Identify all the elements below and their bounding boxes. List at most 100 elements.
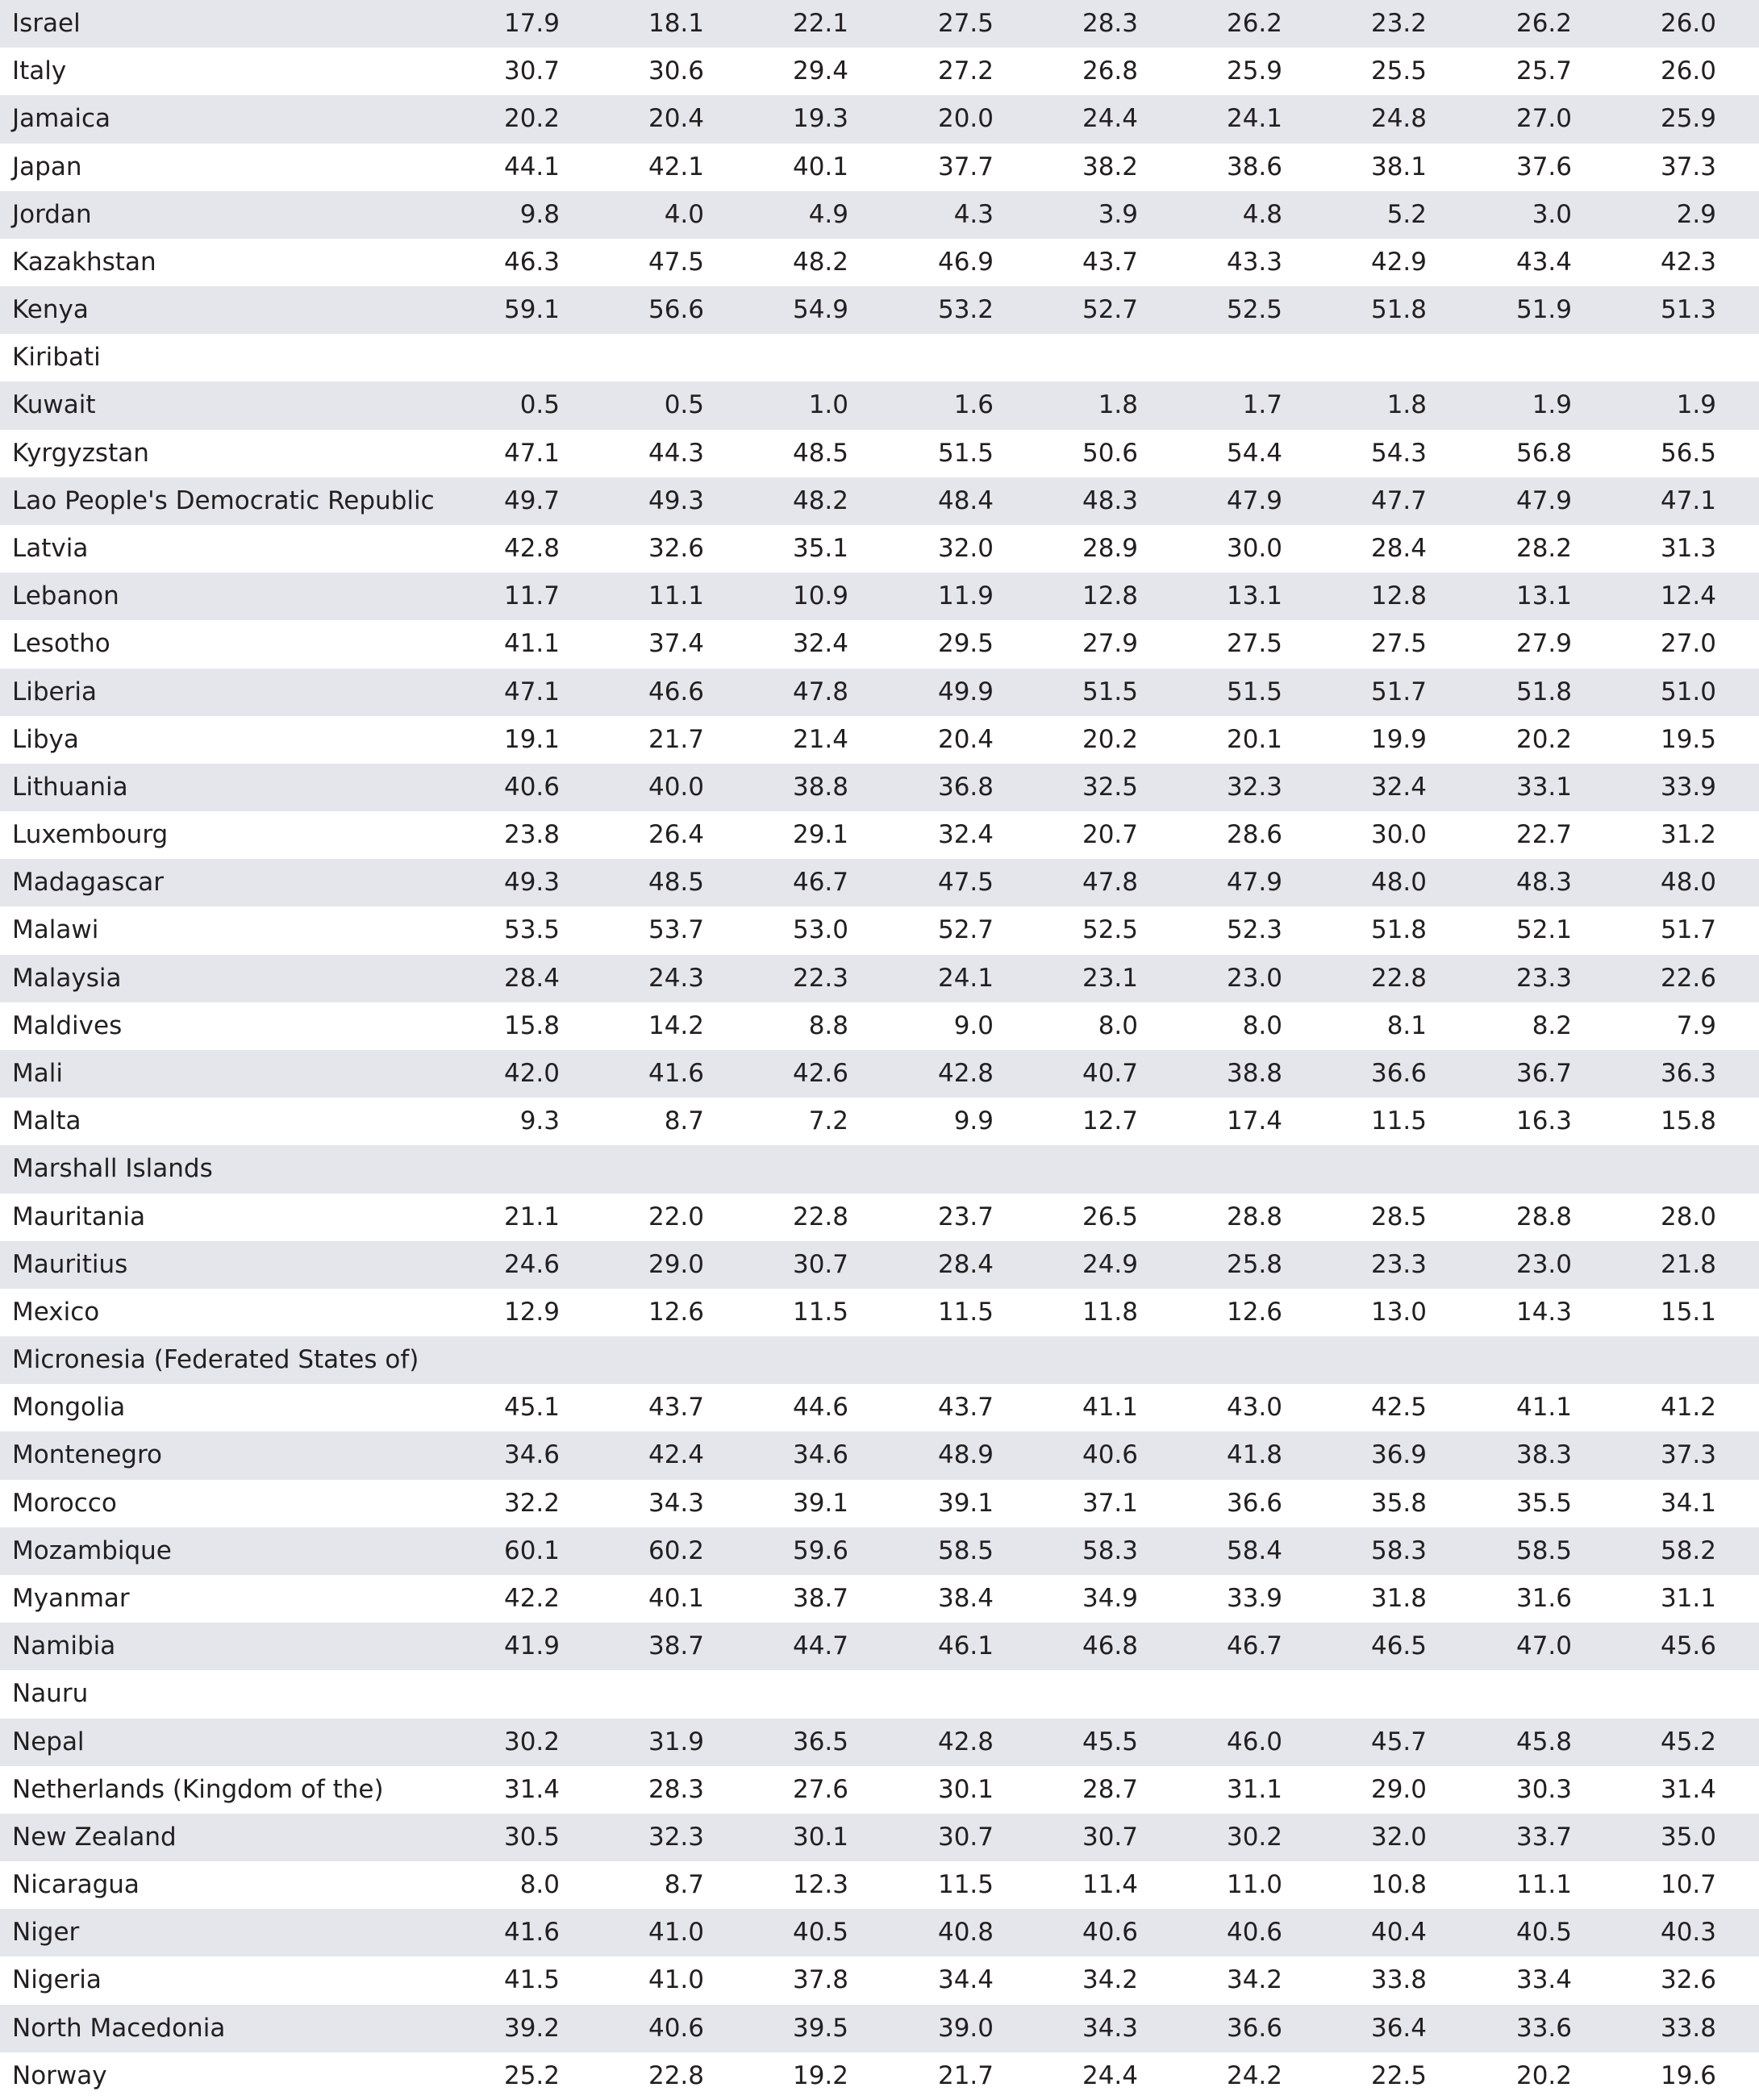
table-row: Malaysia 28.4 24.3 22.3 24.1 23.1 23.0 22.8 23.3… [0, 954, 1759, 1002]
value-cell: 46.3 [503, 247, 560, 277]
value-cell: 22.0 [648, 1202, 704, 1231]
value-cell: 1.9 [1676, 390, 1716, 420]
value-cell: 11.0 [1226, 1870, 1282, 1900]
value-cell: 35.1 [792, 534, 848, 563]
value-cell: 53.2 [937, 295, 994, 325]
value-cell: 27.5 [1226, 629, 1282, 659]
table-row: Mauritius 24.6 29.0 30.7 28.4 24.9 25.8 23.3 23.… [0, 1240, 1759, 1289]
value-cell: 42.1 [648, 152, 704, 181]
value-cell: 35.5 [1515, 1488, 1572, 1518]
table-row: Marshall Islands [0, 1145, 1759, 1194]
value-cell: 33.6 [1515, 2013, 1572, 2043]
value-cell: 40.6 [1082, 1918, 1138, 1948]
country-name: Liberia [12, 677, 97, 706]
value-cell: 37.4 [648, 629, 704, 659]
value-cell: 11.1 [648, 581, 704, 611]
value-cell: 25.7 [1515, 56, 1572, 86]
value-cell: 29.4 [792, 56, 848, 86]
value-cell: 10.7 [1660, 1870, 1716, 1900]
value-cell: 45.8 [1515, 1727, 1572, 1756]
value-cell: 23.2 [1370, 9, 1427, 38]
value-cell: 47.5 [648, 247, 704, 277]
table-row: Malta 9.3 8.7 7.2 9.9 12.7 17.4 11.5 16.3 15.8 [0, 1098, 1759, 1145]
value-cell: 34.3 [648, 1488, 704, 1518]
value-cell: 30.0 [1370, 820, 1427, 850]
value-cell: 36.6 [1226, 2013, 1282, 2043]
value-cell: 31.4 [1660, 1774, 1716, 1804]
value-cell: 58.3 [1370, 1535, 1427, 1565]
value-cell: 11.5 [937, 1297, 994, 1327]
table-row: Kazakhstan 46.3 47.5 48.2 46.9 43.7 43.3 42.9 43… [0, 239, 1759, 286]
value-cell: 35.0 [1660, 1822, 1716, 1852]
value-cell: 36.8 [937, 772, 994, 802]
value-cell: 33.7 [1515, 1822, 1572, 1852]
value-cell: 48.9 [937, 1440, 994, 1470]
value-cell: 47.9 [1226, 485, 1282, 515]
country-name: Jordan [12, 199, 92, 229]
value-cell: 1.7 [1242, 390, 1282, 420]
value-cell: 20.7 [1082, 820, 1138, 850]
value-cell: 32.0 [937, 534, 994, 563]
table-row: Jamaica 20.2 20.4 19.3 20.0 24.4 24.1 24.8 27.0 2… [0, 95, 1759, 144]
value-cell: 23.7 [937, 1202, 994, 1231]
value-cell: 43.0 [1226, 1393, 1282, 1423]
value-cell: 47.1 [503, 438, 560, 468]
value-cell: 42.2 [503, 1584, 560, 1613]
value-cell: 28.4 [1370, 534, 1427, 563]
country-name: Netherlands (Kingdom of the) [12, 1774, 384, 1804]
value-cell: 38.6 [1226, 152, 1282, 181]
value-cell: 24.8 [1370, 104, 1427, 134]
value-cell: 28.6 [1226, 820, 1282, 850]
value-cell: 43.4 [1515, 247, 1572, 277]
table-row: Liberia 47.1 46.6 47.8 49.9 51.5 51.5 51.7 51.8 5… [0, 668, 1759, 716]
value-cell: 48.2 [792, 247, 848, 277]
value-cell: 52.3 [1226, 915, 1282, 945]
value-cell: 46.8 [1082, 1631, 1138, 1661]
value-cell: 3.0 [1532, 199, 1572, 229]
country-name: Lesotho [12, 629, 110, 659]
country-name: Lebanon [12, 581, 119, 611]
table-row: Nicaragua 8.0 8.7 12.3 11.5 11.4 11.0 10.8 11.1 1… [0, 1861, 1759, 1909]
value-cell: 28.8 [1226, 1202, 1282, 1231]
value-cell: 10.8 [1370, 1870, 1427, 1900]
value-cell: 20.0 [937, 104, 994, 134]
value-cell: 32.4 [792, 629, 848, 659]
value-cell: 27.0 [1660, 629, 1716, 659]
country-name: Italy [12, 56, 67, 86]
value-cell: 30.7 [792, 1249, 848, 1279]
value-cell: 49.9 [937, 677, 994, 706]
value-cell: 40.7 [1082, 1059, 1138, 1088]
value-cell: 9.9 [953, 1106, 994, 1136]
value-cell: 41.1 [503, 629, 560, 659]
value-cell: 11.9 [937, 581, 994, 611]
value-cell: 33.4 [1515, 1965, 1572, 1995]
value-cell: 8.1 [1386, 1010, 1427, 1040]
value-cell: 23.0 [1515, 1249, 1572, 1279]
value-cell: 30.7 [937, 1822, 994, 1852]
value-cell: 24.4 [1082, 2060, 1138, 2090]
value-cell: 33.8 [1370, 1965, 1427, 1995]
value-cell: 15.1 [1660, 1297, 1716, 1327]
value-cell: 11.4 [1082, 1870, 1138, 1900]
value-cell: 28.4 [503, 963, 560, 993]
country-name: Kenya [12, 295, 89, 325]
table-row: Micronesia (Federated States of) [0, 1336, 1759, 1385]
value-cell: 31.1 [1226, 1774, 1282, 1804]
value-cell: 7.9 [1676, 1010, 1716, 1040]
value-cell: 47.1 [1660, 485, 1716, 515]
table-row: Niger 41.6 41.0 40.5 40.8 40.6 40.6 40.4 40.5 40.… [0, 1909, 1759, 1957]
value-cell: 42.0 [503, 1059, 560, 1088]
value-cell: 41.5 [503, 1965, 560, 1995]
value-cell: 46.9 [937, 247, 994, 277]
value-cell: 29.0 [1370, 1774, 1427, 1804]
value-cell: 8.0 [1098, 1010, 1138, 1040]
value-cell: 32.3 [1226, 772, 1282, 802]
country-name: Kuwait [12, 390, 96, 420]
value-cell: 47.9 [1515, 485, 1572, 515]
value-cell: 36.6 [1370, 1059, 1427, 1088]
value-cell: 56.5 [1660, 438, 1716, 468]
country-name: Nicaragua [12, 1870, 140, 1900]
value-cell: 42.8 [937, 1727, 994, 1756]
value-cell: 34.1 [1660, 1488, 1716, 1518]
value-cell: 40.6 [1082, 1440, 1138, 1470]
